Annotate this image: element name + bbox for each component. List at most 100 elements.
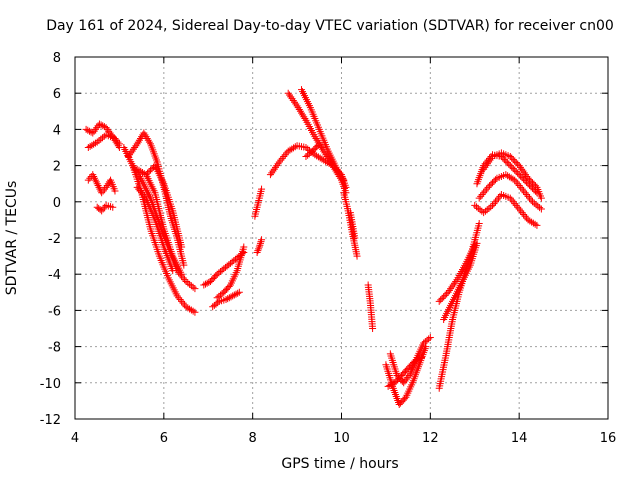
plus-marker bbox=[312, 134, 320, 142]
plus-marker bbox=[114, 138, 122, 146]
plus-marker bbox=[240, 248, 248, 256]
plus-marker bbox=[98, 207, 106, 215]
plus-marker bbox=[515, 205, 523, 213]
plus-marker bbox=[112, 136, 120, 144]
plus-marker bbox=[384, 382, 392, 390]
plus-marker bbox=[225, 294, 233, 302]
plus-marker bbox=[491, 176, 499, 184]
x-tick-label: 16 bbox=[600, 431, 617, 446]
x-tick-label: 14 bbox=[511, 431, 528, 446]
plus-marker bbox=[129, 162, 137, 170]
plus-marker bbox=[281, 151, 289, 159]
plus-marker bbox=[214, 299, 222, 307]
plus-marker bbox=[313, 152, 321, 160]
plus-marker bbox=[490, 177, 498, 185]
plus-marker bbox=[283, 149, 291, 157]
plus-marker bbox=[482, 162, 490, 170]
plus-marker bbox=[518, 174, 526, 182]
plus-marker bbox=[286, 146, 294, 154]
plus-marker bbox=[502, 171, 510, 179]
plus-marker bbox=[101, 185, 109, 193]
plus-marker bbox=[126, 151, 134, 159]
plus-marker bbox=[316, 154, 324, 162]
plus-marker bbox=[95, 183, 103, 191]
plus-marker bbox=[521, 189, 529, 197]
plus-marker bbox=[529, 219, 537, 227]
plus-marker bbox=[517, 207, 525, 215]
plus-marker bbox=[89, 129, 97, 137]
plus-marker bbox=[95, 137, 103, 145]
plus-marker bbox=[333, 165, 341, 173]
plus-marker bbox=[509, 156, 517, 164]
y-tick-label: -8 bbox=[48, 341, 61, 356]
series-track-26 bbox=[435, 220, 483, 392]
plus-marker bbox=[186, 280, 194, 288]
plus-marker bbox=[284, 89, 292, 97]
plus-marker bbox=[480, 209, 488, 217]
plus-marker bbox=[530, 180, 538, 188]
plus-marker bbox=[518, 209, 526, 217]
series-track-15 bbox=[251, 185, 266, 220]
plus-marker bbox=[496, 192, 504, 200]
axis-ticks: 4 6 8 10 12 14 16 -12 -10 -8 -6 -4 -2 0 2 4 6 8 bbox=[40, 51, 617, 446]
plus-marker bbox=[175, 294, 183, 302]
plus-marker bbox=[99, 205, 107, 213]
x-tick-label: 12 bbox=[422, 431, 439, 446]
plus-marker bbox=[353, 252, 361, 260]
plus-marker bbox=[528, 198, 536, 206]
plus-marker bbox=[445, 286, 453, 294]
plus-marker bbox=[531, 220, 539, 228]
plus-marker bbox=[476, 206, 484, 214]
series-track-9 bbox=[142, 162, 186, 251]
plus-marker bbox=[179, 299, 187, 307]
series-track-31 bbox=[475, 171, 545, 213]
plus-marker bbox=[135, 172, 143, 180]
plus-marker bbox=[452, 277, 460, 285]
y-tick-label: -4 bbox=[48, 268, 61, 283]
plus-marker bbox=[483, 206, 491, 214]
plus-marker bbox=[514, 180, 522, 188]
series-track-19 bbox=[302, 140, 323, 161]
plus-marker bbox=[491, 198, 499, 206]
series-track-3 bbox=[84, 171, 119, 197]
plus-marker bbox=[450, 279, 458, 287]
plus-marker bbox=[425, 335, 433, 343]
plus-marker bbox=[483, 185, 491, 193]
plus-marker bbox=[311, 151, 319, 159]
plus-marker bbox=[471, 241, 479, 249]
plus-marker bbox=[401, 395, 409, 403]
plus-marker bbox=[93, 180, 101, 188]
plus-marker bbox=[84, 176, 92, 184]
y-tick-label: -12 bbox=[40, 413, 61, 428]
plus-marker bbox=[137, 174, 145, 182]
plus-marker bbox=[254, 247, 262, 255]
plus-marker bbox=[441, 291, 449, 299]
plus-marker bbox=[481, 207, 489, 215]
plus-marker bbox=[523, 214, 531, 222]
plus-marker bbox=[502, 157, 510, 165]
plus-marker bbox=[135, 185, 143, 193]
plus-marker bbox=[169, 267, 177, 275]
plus-marker bbox=[84, 144, 92, 151]
plus-marker bbox=[258, 236, 266, 244]
plus-marker bbox=[416, 354, 424, 362]
series-track-10 bbox=[133, 183, 177, 275]
plus-marker bbox=[96, 206, 104, 214]
series-track-21 bbox=[346, 209, 359, 242]
plus-marker bbox=[515, 162, 523, 170]
plus-marker bbox=[471, 201, 479, 209]
plus-marker bbox=[414, 355, 422, 363]
plus-marker bbox=[515, 182, 523, 190]
plus-marker bbox=[485, 158, 493, 166]
plus-marker bbox=[480, 165, 488, 173]
plus-marker bbox=[336, 171, 344, 179]
plus-marker bbox=[314, 153, 322, 161]
plus-marker bbox=[200, 281, 208, 289]
plus-marker bbox=[178, 243, 186, 251]
plus-marker bbox=[179, 274, 187, 282]
plus-marker bbox=[273, 162, 281, 170]
plus-marker bbox=[509, 165, 517, 173]
plus-marker bbox=[275, 158, 283, 166]
y-tick-label: 4 bbox=[53, 123, 61, 138]
